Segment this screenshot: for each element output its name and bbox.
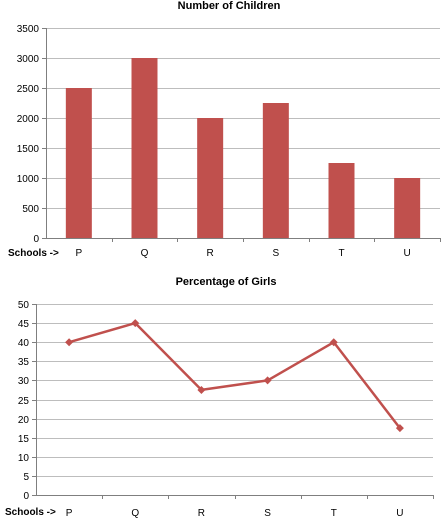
line-y-tick-label: 30: [18, 376, 30, 387]
bar-y-tick-label: 1000: [17, 174, 40, 185]
bar-chart-y-ticks: 0 500 1000 1500 2000 2500 3000 3500: [17, 24, 47, 245]
line-y-tick-label: 10: [18, 453, 30, 464]
bar-P: [65, 88, 92, 238]
bar-x-tick-label: T: [338, 248, 344, 259]
line-point-P: [65, 338, 74, 347]
line-x-tick-label: T: [331, 508, 337, 519]
bar-S: [262, 103, 289, 238]
line-point-U: [395, 424, 404, 433]
bar-chart-category-prefix: Schools ->: [8, 248, 59, 259]
bar-chart-x-ticks: P Q R S T U: [46, 238, 441, 259]
line-x-tick-label: Q: [131, 508, 139, 519]
line-chart-y-ticks: 0 5 10 15 20 25 30 35 40 45 50: [18, 300, 37, 502]
line-series-path: [68, 321, 401, 429]
line-y-tick-label: 35: [18, 357, 30, 368]
line-point-Q: [131, 319, 140, 328]
line-chart-gridlines: [36, 304, 433, 477]
bar-y-tick-label: 3000: [17, 54, 40, 65]
bar-R: [197, 118, 224, 238]
bar-T: [328, 163, 355, 238]
bar-y-tick-label: 0: [33, 234, 39, 245]
bar-y-tick-label: 2500: [17, 84, 40, 95]
line-y-tick-label: 5: [23, 472, 29, 483]
bar-y-tick-label: 2000: [17, 114, 40, 125]
bar-y-tick-label: 500: [22, 204, 39, 215]
bar-chart-bars: [65, 58, 421, 238]
children-bar-chart: Number of Children Schools -> 0 500 1000 15…: [8, 0, 441, 259]
bar-chart-gridlines: [46, 28, 440, 209]
bar-x-tick-label: S: [272, 248, 279, 259]
bar-x-tick-label: P: [75, 248, 82, 259]
line-y-tick-label: 15: [18, 434, 30, 445]
line-x-tick-label: S: [264, 508, 271, 519]
line-y-tick-label: 20: [18, 415, 30, 426]
line-y-tick-label: 45: [18, 319, 30, 330]
line-x-tick-label: R: [198, 508, 205, 519]
line-y-tick-label: 40: [18, 338, 30, 349]
line-y-tick-label: 50: [18, 300, 30, 311]
bar-x-tick-label: U: [404, 248, 411, 259]
line-chart-series: [65, 319, 404, 433]
bar-U: [394, 178, 421, 238]
line-x-tick-label: P: [66, 508, 73, 519]
bar-Q: [131, 58, 158, 238]
bar-chart-title: Number of Children: [178, 0, 281, 12]
line-point-T: [329, 338, 338, 347]
bar-y-tick-label: 1500: [17, 144, 40, 155]
line-point-S: [263, 376, 272, 385]
bar-x-tick-label: R: [207, 248, 214, 259]
line-x-tick-label: U: [396, 508, 403, 519]
line-point-R: [197, 385, 206, 394]
line-chart-title: Percentage of Girls: [176, 276, 277, 288]
line-y-tick-label: 25: [18, 396, 30, 407]
line-chart-category-prefix: Schools ->: [5, 507, 56, 518]
line-y-tick-label: 0: [23, 491, 29, 502]
line-chart-x-ticks: P Q R S T U: [36, 495, 434, 519]
girls-line-chart: Percentage of Girls Schools -> 0 5 10 15 20 2…: [5, 276, 434, 519]
bar-y-tick-label: 3500: [17, 24, 40, 35]
bar-x-tick-label: Q: [141, 248, 149, 259]
